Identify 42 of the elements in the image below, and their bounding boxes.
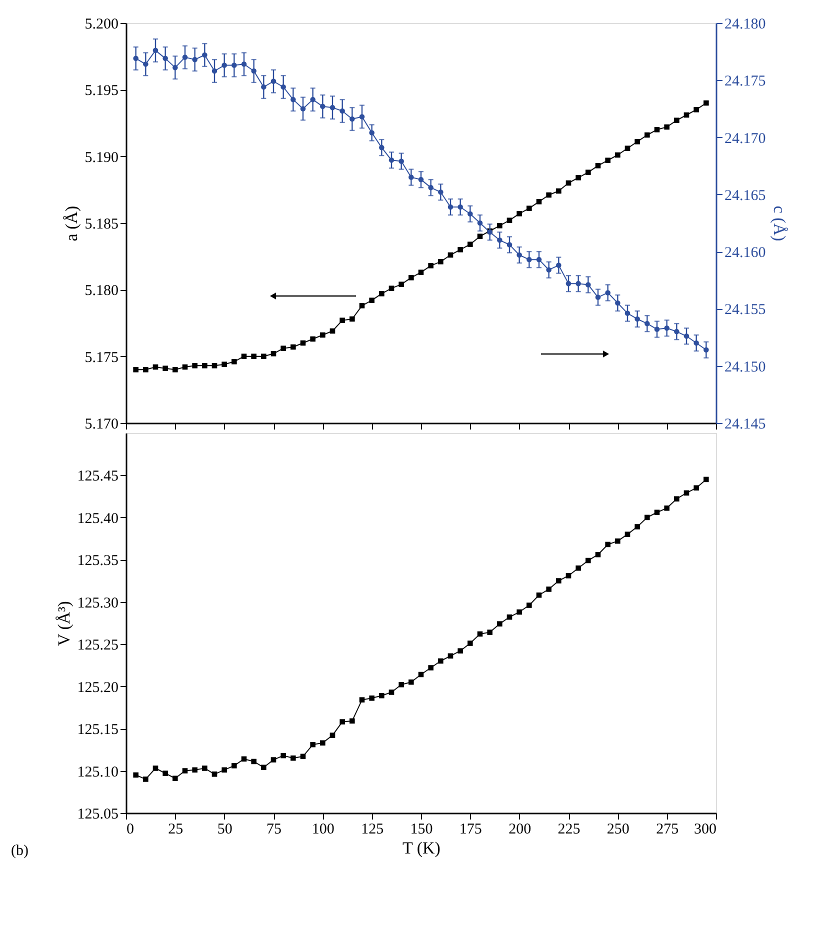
y2-tick-label: 24.155 [724,302,766,318]
y-tick-label: 5.185 [84,216,118,232]
x-tick-label: 150 [410,822,433,838]
y-axis-title: a (Å) [62,206,81,242]
x-tick-label: 225 [558,822,580,838]
x-tick-label: 75 [266,822,282,838]
x-tick-label: 0 [126,822,134,838]
x-tick-label: 275 [656,822,679,838]
y2-tick-label: 24.165 [724,188,766,204]
x-tick-label: 125 [361,822,384,838]
y-tick-label: 125.35 [77,553,118,570]
y-tick-label: 125.20 [77,680,118,696]
y2-tick-label: 24.160 [724,245,766,262]
y-tick-label: 5.180 [84,283,118,300]
y2-tick-label: 24.175 [724,74,766,90]
y2-tick-label: 24.180 [724,16,766,32]
y-tick-label: 125.05 [77,806,118,822]
y-tick-label: 125.25 [77,638,118,654]
y-tick-label: 5.175 [84,350,118,366]
x-tick-label: 25 [168,822,184,838]
y-tick-label: 5.170 [84,416,118,432]
x-tick-label: 50 [217,822,232,838]
y-tick-label: 125.30 [77,595,118,612]
x-axis-title: T (K) [402,838,440,858]
x-tick-label: 200 [508,822,532,838]
y-tick-label: 5.200 [84,16,118,32]
y-tick-label: 125.40 [77,510,118,527]
y2-tick-label: 24.170 [724,130,766,147]
y-axis-title: V (Å³) [54,601,74,646]
y-tick-label: 5.195 [84,83,118,100]
y-tick-label: 5.190 [84,150,118,166]
text: (b) [11,843,28,859]
x-tick-label: 250 [606,822,630,838]
y-tick-label: 125.10 [77,764,118,780]
y2-tick-label: 24.150 [724,359,766,376]
x-tick-label: 100 [312,822,334,838]
y-tick-label: 125.45 [77,468,118,485]
y-tick-label: 125.15 [77,722,118,738]
x-tick-label: 175 [459,822,482,838]
x-tick-label: 300 [694,822,716,838]
y2-tick-label: 24.145 [724,416,766,432]
y2-axis-title: c (Å) [770,206,789,242]
